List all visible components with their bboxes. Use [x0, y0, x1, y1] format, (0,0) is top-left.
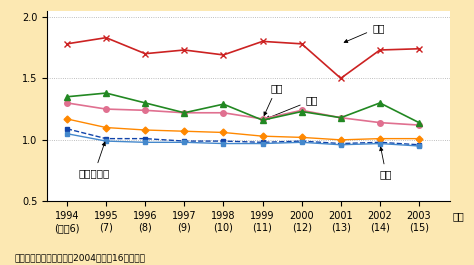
東京都全体	[220, 139, 226, 143]
郡部	[103, 108, 109, 111]
市部	[416, 121, 422, 124]
市部	[377, 101, 383, 104]
区部	[64, 117, 70, 121]
郡部	[338, 116, 344, 119]
Text: 島部: 島部	[344, 23, 384, 43]
市部	[260, 118, 265, 122]
Text: 東京都全体: 東京都全体	[79, 142, 110, 178]
区部b	[377, 142, 383, 145]
区部	[260, 135, 265, 138]
Line: 区部: 区部	[64, 117, 421, 142]
郡部	[416, 123, 422, 127]
区部b	[64, 132, 70, 135]
Line: 郡部: 郡部	[64, 100, 422, 128]
島部	[182, 48, 187, 52]
島部	[103, 36, 109, 39]
区部	[377, 137, 383, 140]
Text: 市部: 市部	[266, 95, 318, 119]
郡部	[260, 117, 265, 121]
郡部	[182, 111, 187, 114]
島部	[377, 48, 383, 52]
東京都全体	[338, 142, 344, 145]
東京都全体	[103, 137, 109, 140]
市部	[220, 103, 226, 106]
区部	[142, 129, 148, 132]
市部	[103, 91, 109, 95]
島部	[299, 42, 304, 45]
Text: 年度: 年度	[452, 211, 464, 221]
区部	[299, 136, 304, 139]
区部	[338, 138, 344, 142]
Text: 資料：東京都衛生年報（2004（平成16）年版）: 資料：東京都衛生年報（2004（平成16）年版）	[14, 253, 145, 262]
区部b	[299, 141, 304, 144]
郡部	[64, 101, 70, 104]
島部	[260, 40, 265, 43]
東京都全体	[416, 143, 422, 146]
市部	[338, 116, 344, 119]
Line: 島部: 島部	[64, 34, 422, 82]
区部b	[338, 143, 344, 146]
区部b	[182, 141, 187, 144]
東京都全体	[260, 141, 265, 144]
Text: 区部: 区部	[380, 147, 392, 179]
郡部	[220, 111, 226, 114]
市部	[142, 101, 148, 104]
Text: 郡部: 郡部	[264, 83, 283, 116]
島部	[338, 77, 344, 80]
区部	[103, 126, 109, 129]
東京都全体	[377, 141, 383, 144]
区部	[220, 131, 226, 134]
区部	[416, 137, 422, 140]
島部	[416, 47, 422, 50]
市部	[64, 95, 70, 98]
区部b	[142, 141, 148, 144]
郡部	[377, 121, 383, 124]
東京都全体	[182, 139, 187, 143]
区部b	[416, 144, 422, 148]
Line: 区部b: 区部b	[64, 131, 421, 148]
島部	[64, 42, 70, 45]
区部b	[103, 139, 109, 143]
島部	[142, 52, 148, 55]
東京都全体	[299, 139, 304, 143]
市部	[182, 111, 187, 114]
島部	[220, 53, 226, 56]
郡部	[299, 109, 304, 112]
区部	[182, 130, 187, 133]
Line: 市部: 市部	[64, 90, 422, 126]
区部b	[220, 142, 226, 145]
区部b	[260, 142, 265, 145]
Line: 東京都全体: 東京都全体	[64, 126, 421, 147]
東京都全体	[64, 127, 70, 130]
市部	[299, 110, 304, 113]
東京都全体	[142, 137, 148, 140]
郡部	[142, 109, 148, 112]
